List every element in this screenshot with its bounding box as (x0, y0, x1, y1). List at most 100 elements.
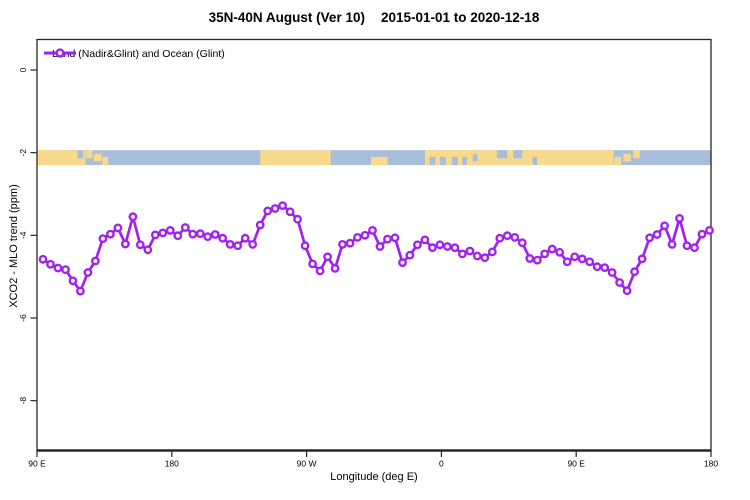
series-marker (510, 232, 520, 242)
series-marker (98, 234, 108, 244)
series-marker (472, 251, 482, 261)
series-marker (502, 231, 512, 241)
series-marker (76, 286, 85, 296)
series-marker (645, 233, 654, 243)
series-marker (315, 266, 325, 276)
series-marker (660, 221, 669, 231)
series-marker (121, 239, 130, 249)
series-marker (128, 212, 138, 222)
series-marker (667, 239, 677, 249)
series-marker (53, 263, 63, 273)
series-marker (113, 223, 123, 233)
series-marker (690, 243, 699, 253)
series-marker (233, 241, 243, 251)
series-marker (457, 249, 467, 259)
series-marker (585, 257, 595, 267)
series-marker (195, 229, 205, 239)
x-tick-label: 0 (439, 459, 444, 469)
series-marker (532, 255, 542, 265)
series-marker (450, 243, 460, 253)
map-band-land-segment (86, 150, 93, 159)
series-marker (180, 223, 190, 232)
y-tick-label: -8 (18, 397, 28, 405)
series-marker (285, 207, 295, 217)
series-marker (547, 244, 557, 254)
y-axis-title: XCO2 - MLO trend (ppm) (8, 184, 20, 308)
series-marker (652, 230, 662, 239)
y-tick-label: 0 (18, 67, 28, 72)
series-marker (218, 233, 228, 243)
series-marker (368, 225, 377, 235)
map-band-sea-patch (532, 156, 538, 166)
map-band-sea-patch (496, 150, 508, 159)
series-marker (91, 256, 100, 266)
series-marker (165, 225, 175, 235)
series-marker (705, 225, 714, 235)
series-marker (540, 249, 550, 259)
series-marker (375, 242, 385, 251)
series-marker (607, 268, 617, 277)
map-band-land-segment (102, 156, 109, 166)
series-marker (420, 235, 430, 245)
series-marker (577, 254, 587, 264)
x-tick-label: 90 E (567, 459, 585, 469)
series-marker (442, 242, 452, 251)
series-marker (263, 206, 273, 216)
series-marker (555, 247, 565, 257)
series-marker (106, 229, 115, 239)
x-tick-label: 180 (704, 459, 718, 469)
series-marker (360, 230, 370, 240)
series-marker (270, 204, 280, 213)
series-marker (150, 230, 160, 240)
map-band-sea-patch (77, 150, 84, 159)
map-band-land-segment (93, 153, 102, 162)
map-band-sea-patch (472, 153, 478, 162)
series-marker (173, 231, 183, 241)
series-marker (278, 201, 287, 211)
legend: Land (Nadir&Glint) and Ocean (Glint) (43, 46, 225, 61)
series-marker (225, 239, 235, 249)
series-marker (615, 278, 624, 287)
series-marker (300, 241, 310, 251)
series-marker (383, 234, 392, 244)
series-marker (390, 233, 400, 243)
x-axis-title: Longitude (deg E) (330, 471, 418, 483)
series-marker (38, 254, 48, 264)
series-marker (480, 253, 490, 263)
series-marker (255, 220, 265, 230)
legend-label: Land (Nadir&Glint) and Ocean (Glint) (52, 47, 225, 60)
series-marker (338, 239, 347, 249)
map-band-land-segment (260, 150, 331, 166)
series-marker (622, 286, 632, 296)
series-marker (697, 229, 707, 239)
series-marker (135, 240, 145, 250)
series-marker (570, 252, 580, 262)
series-marker (525, 254, 535, 263)
series-marker (143, 245, 153, 255)
series-marker (405, 250, 415, 260)
series-marker (330, 263, 340, 273)
series-marker (487, 247, 497, 257)
series-marker (562, 257, 572, 267)
series-marker (427, 243, 437, 253)
series-marker (495, 233, 505, 243)
map-band-sea-patch (513, 150, 523, 159)
series-marker (412, 240, 422, 250)
series-marker (592, 262, 602, 272)
map-band-land-segment (633, 150, 640, 159)
map-band-land-segment (623, 153, 631, 162)
chart-title-dates: 2015-01-01 to 2020-12-18 (380, 10, 540, 25)
series-marker (517, 238, 527, 248)
map-band-sea-patch (451, 156, 458, 166)
series-marker (188, 229, 198, 239)
map-band-land-segment (371, 156, 388, 166)
chart-title: 35N-40N August (Ver 10) 2015-01-01 to 202… (37, 10, 711, 25)
series-marker (293, 214, 302, 224)
series-marker (398, 258, 407, 267)
series-marker (68, 276, 78, 286)
map-band-sea-patch (439, 156, 446, 166)
series-marker (308, 259, 317, 269)
y-tick-label: -6 (18, 314, 28, 322)
series-marker (323, 252, 332, 262)
series-marker (675, 213, 684, 223)
